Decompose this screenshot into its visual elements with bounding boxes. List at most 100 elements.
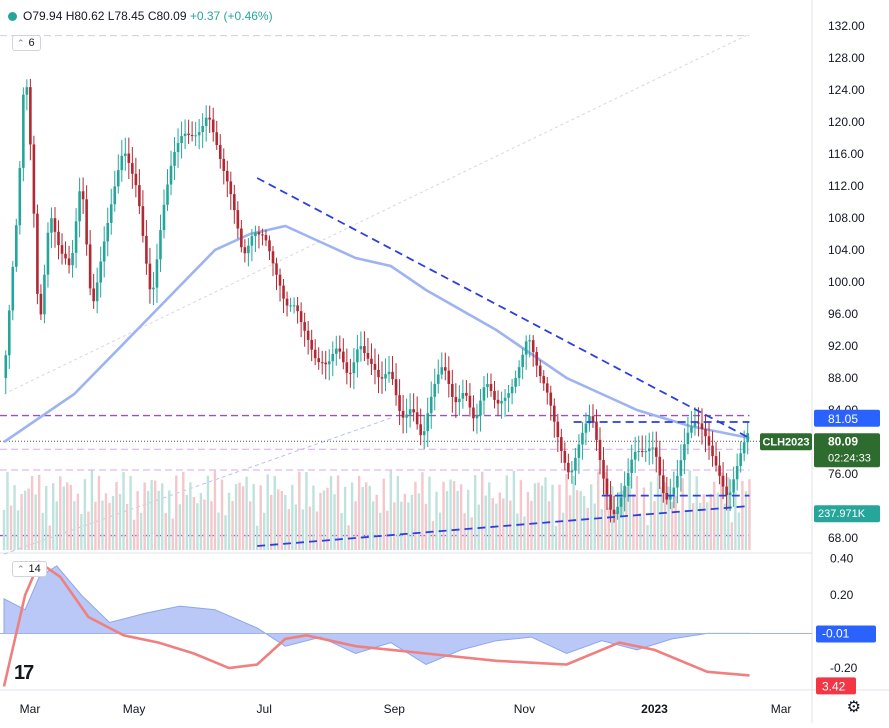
open-value: O79.94 xyxy=(23,9,63,23)
volume-bar xyxy=(171,518,174,550)
candle-body xyxy=(285,298,289,306)
candle-body xyxy=(728,492,732,496)
trend-line[interactable] xyxy=(257,505,750,547)
candle-body xyxy=(436,374,440,384)
candle-body xyxy=(190,135,194,137)
oscillator-tick-label: 0.40 xyxy=(830,552,854,566)
candle-body xyxy=(278,274,282,286)
indicator-pane-toggle[interactable]: ⌃ 14 xyxy=(12,561,47,577)
candle-body xyxy=(591,416,595,422)
volume-bar xyxy=(400,501,403,550)
volume-bar xyxy=(424,503,428,550)
candle-body xyxy=(598,439,602,461)
volume-bar xyxy=(706,502,709,550)
volume-bar xyxy=(287,509,291,550)
main-pane-toggle[interactable]: ⌃ 6 xyxy=(12,35,41,51)
volume-bar xyxy=(6,471,9,550)
volume-bar xyxy=(663,482,667,550)
candle-body xyxy=(647,448,651,452)
gear-icon[interactable]: ⚙ xyxy=(846,699,861,716)
candle-body xyxy=(408,409,412,415)
candle-body xyxy=(658,456,662,476)
volume-bar xyxy=(2,510,6,550)
candle-body xyxy=(57,231,60,246)
candle-body xyxy=(78,191,81,222)
candle-body xyxy=(595,421,598,440)
candle-body xyxy=(581,432,584,445)
candle-body xyxy=(233,194,236,211)
candle-body xyxy=(398,395,401,411)
trend-line[interactable] xyxy=(256,177,750,439)
volume-bar xyxy=(319,492,322,550)
volume-bar xyxy=(364,482,368,550)
candle-body xyxy=(92,288,95,302)
candle-body xyxy=(552,405,556,422)
price-tick-label: 100.00 xyxy=(828,275,865,289)
candle-body xyxy=(236,210,240,229)
volume-bar xyxy=(470,517,473,550)
volume-bar xyxy=(748,479,751,550)
volume-bar xyxy=(646,525,649,550)
candle-body xyxy=(725,486,728,496)
candle-body xyxy=(475,415,479,419)
candle-body xyxy=(605,478,609,495)
candle-body xyxy=(401,410,405,418)
volume-bar xyxy=(23,490,27,550)
volume-bar xyxy=(210,501,213,550)
candle-body xyxy=(465,392,468,396)
volume-bar xyxy=(723,503,727,550)
volume-bar xyxy=(632,493,635,550)
volume-bar xyxy=(407,502,410,550)
volume-bar xyxy=(484,495,487,550)
volume-bar xyxy=(481,471,484,550)
volume-bar xyxy=(83,479,87,550)
candle-body xyxy=(299,311,303,323)
volume-bar xyxy=(87,511,90,550)
volume-bar xyxy=(586,507,589,550)
volume-bar xyxy=(614,512,618,550)
volume-bar xyxy=(526,491,530,550)
level-label-box xyxy=(814,409,880,427)
volume-bar xyxy=(720,472,723,550)
volume-bar xyxy=(266,474,269,550)
candle-body xyxy=(116,170,120,187)
candle-body xyxy=(225,170,229,182)
candle-body xyxy=(531,340,535,353)
volume-bar xyxy=(192,497,196,550)
tradingview-logo-icon[interactable]: 17 xyxy=(14,662,34,684)
volume-bar xyxy=(90,470,94,550)
volume-bar xyxy=(561,512,565,550)
candle-body xyxy=(447,370,451,384)
candle-body xyxy=(254,232,257,237)
oscillator-area xyxy=(3,565,751,666)
candle-body xyxy=(106,222,110,242)
volume-bar xyxy=(498,492,501,550)
candle-body xyxy=(538,365,542,377)
last-price-box xyxy=(814,433,880,468)
candle-body xyxy=(152,287,155,290)
volume-bar xyxy=(97,475,101,550)
close-value: C80.09 xyxy=(147,9,187,23)
candle-body xyxy=(327,361,331,365)
candle-body xyxy=(306,330,310,340)
candle-body xyxy=(454,397,458,403)
candle-body xyxy=(468,395,472,408)
volume-bar xyxy=(379,512,382,550)
oscillator-tick-label: 0.20 xyxy=(830,588,854,602)
candle-body xyxy=(18,167,22,226)
volume-bar xyxy=(502,498,505,550)
candle-body xyxy=(676,475,679,488)
candle-body xyxy=(257,232,261,235)
candle-body xyxy=(39,293,43,315)
volume-bar xyxy=(350,482,354,550)
volume-bar xyxy=(224,515,227,550)
volume-bar xyxy=(375,494,378,550)
candle-body xyxy=(176,143,180,152)
volume-bar xyxy=(463,513,466,550)
volume-bar xyxy=(456,490,459,550)
candle-body xyxy=(563,450,567,463)
candle-body xyxy=(85,199,88,245)
candle-body xyxy=(148,263,152,290)
